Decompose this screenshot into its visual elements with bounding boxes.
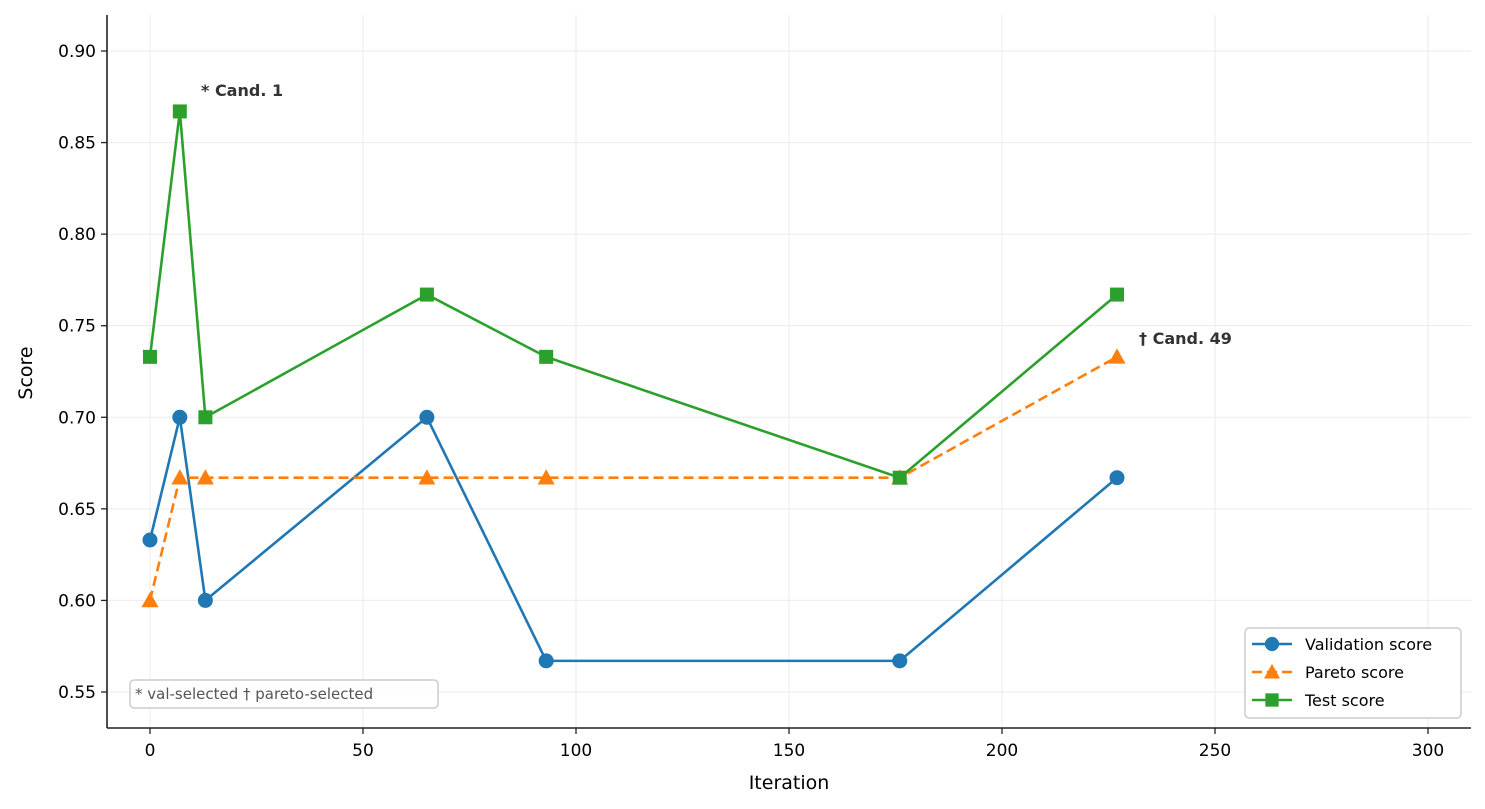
y-tick-label: 0.55	[58, 683, 96, 703]
y-axis-label: Score	[15, 346, 37, 399]
legend-item-validation-score: Validation score	[1252, 635, 1432, 654]
x-tick-label: 0	[145, 741, 156, 761]
y-tick-label: 0.60	[58, 591, 96, 611]
y-tick-label: 0.75	[58, 317, 96, 337]
footnote-box	[129, 679, 439, 709]
x-tick-label: 150	[773, 741, 805, 761]
y-tick-label: 0.80	[58, 225, 96, 245]
annotation-cand-49: † Cand. 49	[1139, 329, 1232, 348]
y-tick-label: 0.70	[58, 408, 96, 428]
x-tick-label: 300	[1412, 741, 1444, 761]
legend-label: Validation score	[1305, 635, 1432, 654]
legend-label: Pareto score	[1305, 663, 1404, 682]
x-tick-label: 100	[560, 741, 592, 761]
annotations: * Cand. 1 † Cand. 49 * val-selected † pare…	[129, 81, 1232, 709]
series-lines	[141, 104, 1126, 669]
y-tick-label: 0.65	[58, 500, 96, 520]
legend-box	[1244, 627, 1462, 719]
annotation-cand-1: * Cand. 1	[201, 81, 283, 100]
series-validation-score	[142, 409, 1125, 669]
x-axis-label: Iteration	[749, 772, 830, 794]
series-test-score	[143, 104, 1125, 485]
axes: 0 50 100 150 200 250 300 0.55 0.60 0.65 0.70 0.75 0.…	[15, 15, 1471, 794]
footnote-text: * val-selected † pareto-selected	[135, 685, 373, 703]
legend-item-pareto-score: Pareto score	[1252, 663, 1404, 682]
legend-label: Test score	[1304, 691, 1385, 710]
x-tick-label: 250	[1199, 741, 1231, 761]
x-tick-label: 200	[986, 741, 1018, 761]
legend-item-test-score: Test score	[1252, 691, 1385, 710]
y-tick-label: 0.85	[58, 134, 96, 154]
legend: Validation score Pareto score Test score	[1244, 627, 1462, 719]
y-tick-label: 0.90	[58, 42, 96, 62]
gridlines	[107, 15, 1471, 728]
x-tick-label: 50	[352, 741, 374, 761]
